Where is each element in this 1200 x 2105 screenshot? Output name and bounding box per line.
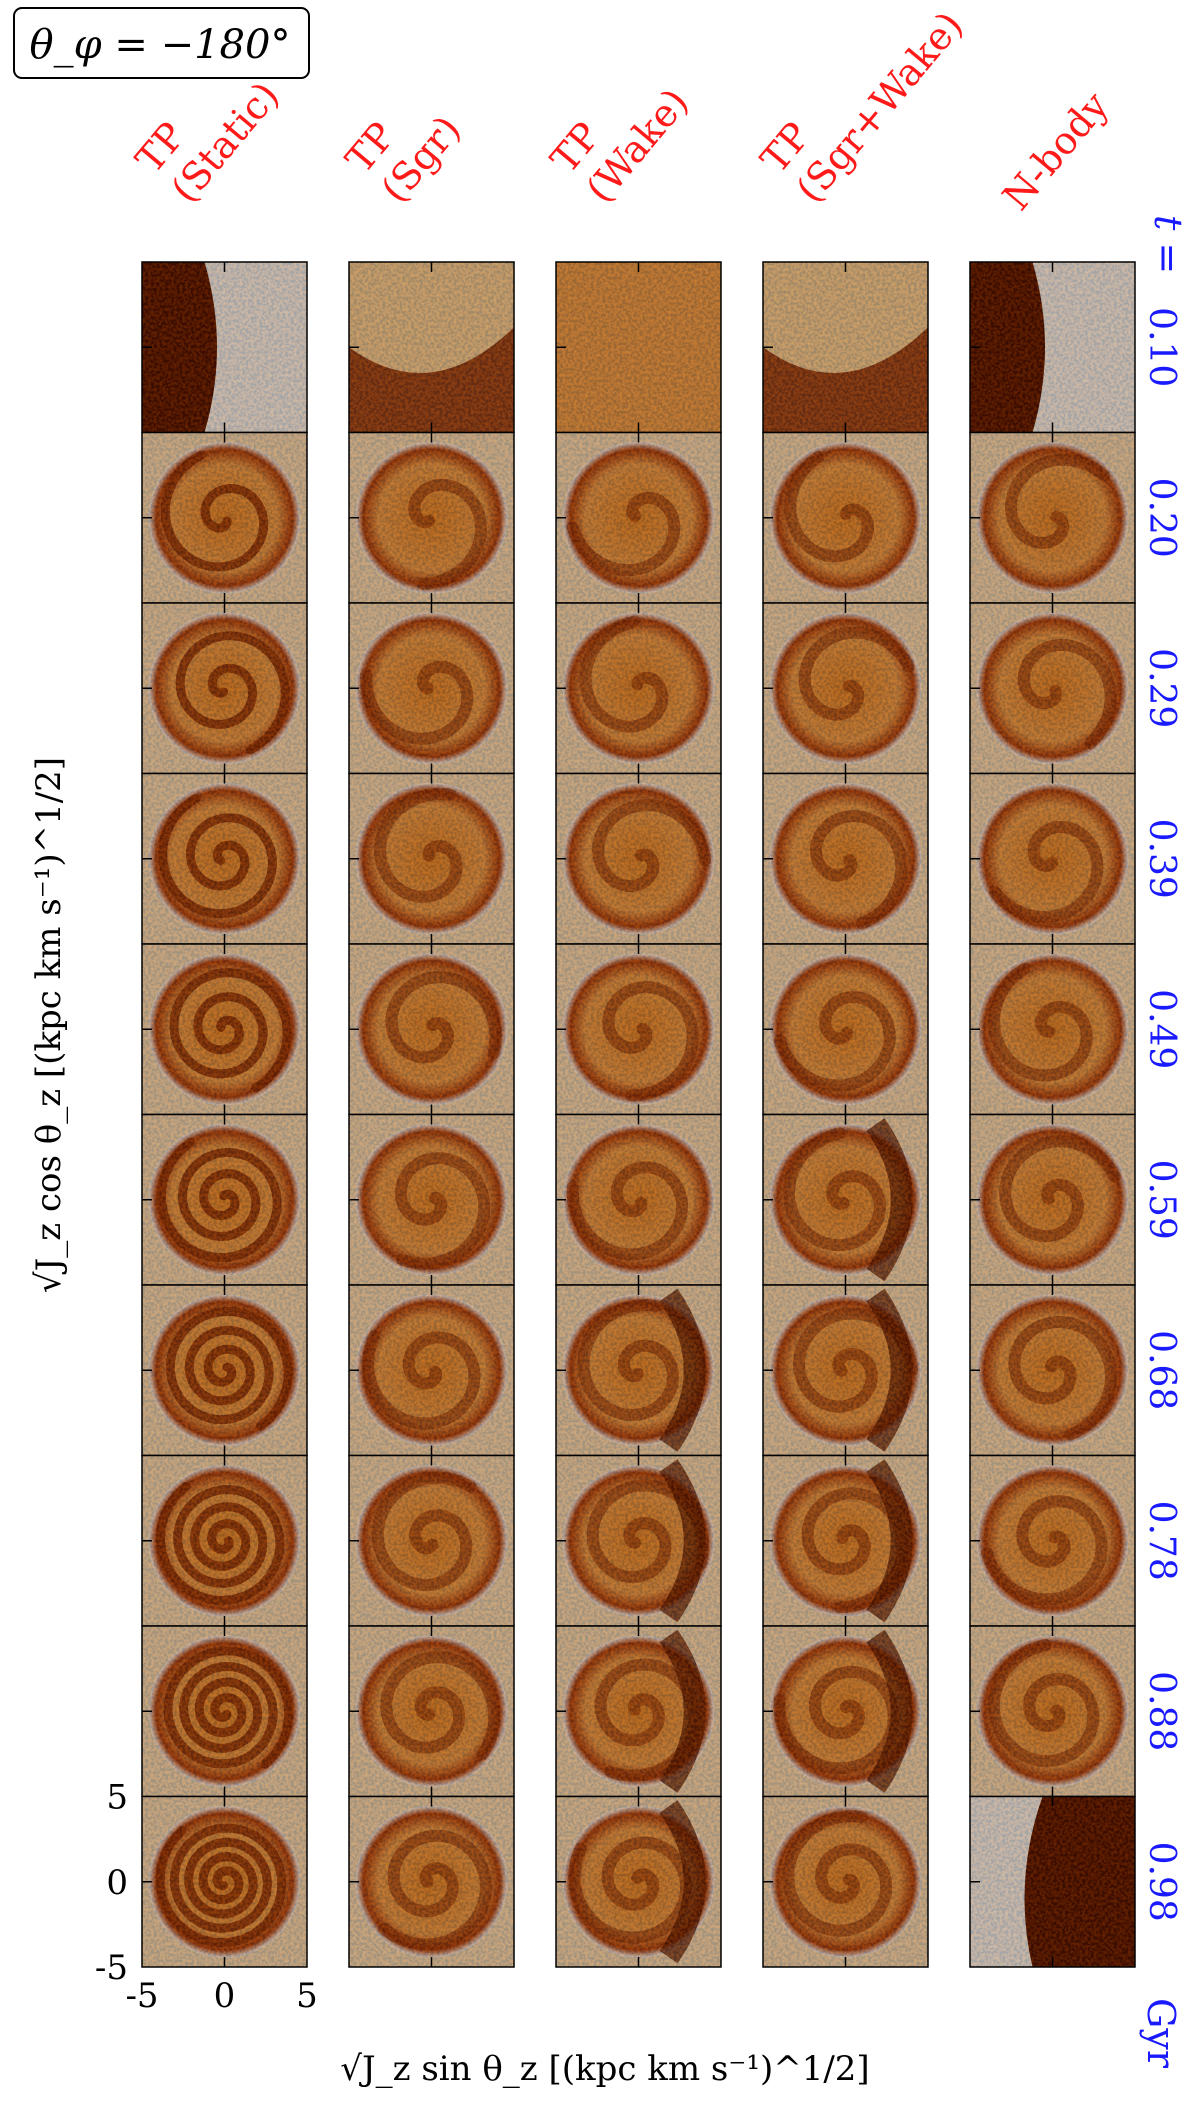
panel-r1-c2 (348, 261, 515, 434)
panel-r6-c4 (762, 1113, 929, 1286)
panel-r7-c4 (762, 1284, 929, 1457)
column-title-line: (Sgr+Wake) (787, 3, 971, 210)
panel-r8-c4 (762, 1454, 929, 1627)
panel-r10-c4 (762, 1795, 929, 1968)
panel-r10-c2 (348, 1795, 515, 1968)
panel-r9-c5 (969, 1625, 1136, 1798)
panel-grid (141, 261, 1136, 1968)
column-title-line: N-body (994, 83, 1117, 218)
panel-r5-c4 (762, 943, 929, 1116)
panel-r8-c3 (555, 1454, 722, 1627)
panel-r9-c2 (348, 1625, 515, 1798)
panel-r1-c3 (555, 261, 722, 434)
theta-phi-box: θ_φ = −180° (13, 7, 310, 79)
panel-r1-c1 (141, 261, 308, 434)
time-label: 0.88 (1141, 1671, 1182, 1751)
time-label: 0.68 (1141, 1330, 1182, 1410)
panel-r6-c2 (348, 1113, 515, 1286)
panel-r9-c1 (141, 1625, 308, 1798)
panel-r3-c3 (555, 602, 722, 775)
panel-r4-c5 (969, 772, 1136, 945)
panel-r1-c5 (969, 261, 1136, 434)
time-header-label: t = (1146, 215, 1190, 274)
column-title-2: TP(Sgr) (337, 107, 469, 210)
panel-r8-c1 (141, 1454, 308, 1627)
panel-r5-c1 (141, 943, 308, 1116)
panel-r5-c2 (348, 943, 515, 1116)
panel-r4-c3 (555, 772, 722, 945)
panel-r5-c3 (555, 943, 722, 1116)
panel-r3-c2 (348, 602, 515, 775)
panel-r6-c5 (969, 1113, 1136, 1286)
panel-r10-c5 (969, 1795, 1136, 1968)
panel-r7-c3 (555, 1284, 722, 1457)
panel-r5-c5 (969, 943, 1136, 1116)
panel-r2-c2 (348, 431, 515, 604)
panel-r9-c4 (762, 1625, 929, 1798)
time-label: 0.10 (1141, 307, 1182, 387)
x-tick-label: 5 (296, 1976, 318, 2016)
time-label: 0.98 (1141, 1842, 1182, 1922)
time-label: 0.59 (1141, 1160, 1182, 1240)
panel-r6-c3 (555, 1113, 722, 1286)
panel-r6-c1 (141, 1113, 308, 1286)
panel-r2-c5 (969, 431, 1136, 604)
column-title-4: TP(Sgr+Wake) (752, 3, 971, 210)
panel-r2-c4 (762, 431, 929, 604)
panel-r2-c1 (141, 431, 308, 604)
y-axis-label: √J_z cos θ_z [(kpc km s⁻¹)^1/2] (29, 757, 69, 1293)
y-tick-label: -5 (95, 1948, 128, 1988)
time-unit-label: Gyr (1139, 1998, 1183, 2069)
y-tick-label: 0 (106, 1863, 128, 1903)
panel-r10-c3 (555, 1795, 722, 1968)
x-tick-label: 0 (214, 1976, 236, 2016)
x-axis-label: √J_z sin θ_z [(kpc km s⁻¹)^1/2] (340, 2049, 869, 2089)
time-label: 0.29 (1141, 648, 1182, 728)
panel-r7-c5 (969, 1284, 1136, 1457)
panel-r3-c1 (141, 602, 308, 775)
panel-r7-c1 (141, 1284, 308, 1457)
panel-r8-c2 (348, 1454, 515, 1627)
panel-r4-c4 (762, 772, 929, 945)
column-title-3: TP(Wake) (542, 80, 697, 211)
panel-r3-c5 (969, 602, 1136, 775)
time-label: 0.49 (1141, 989, 1182, 1069)
panel-r10-c1 (141, 1795, 308, 1968)
tick-labels: 5 0 -5-5 0 5 (95, 1778, 318, 2017)
panel-r3-c4 (762, 602, 929, 775)
panel-r9-c3 (555, 1625, 722, 1798)
panel-r7-c2 (348, 1284, 515, 1457)
panel-r4-c2 (348, 772, 515, 945)
panel-r8-c5 (969, 1454, 1136, 1627)
panel-r4-c1 (141, 772, 308, 945)
time-label: 0.20 (1141, 478, 1182, 558)
column-title-5: N-body (994, 83, 1117, 218)
panel-r1-c4 (762, 261, 929, 434)
time-labels: 0.10 0.20 0.29 0.39 0.49 0.59 0.68 0.78 0.88 0.98 (1141, 307, 1182, 1922)
time-label: 0.78 (1141, 1501, 1182, 1581)
panel-r2-c3 (555, 431, 722, 604)
time-label: 0.39 (1141, 819, 1182, 899)
theta-phi-label: θ_φ = −180° (30, 22, 291, 68)
y-tick-label: 5 (106, 1778, 128, 1818)
x-tick-label: -5 (125, 1976, 158, 2016)
